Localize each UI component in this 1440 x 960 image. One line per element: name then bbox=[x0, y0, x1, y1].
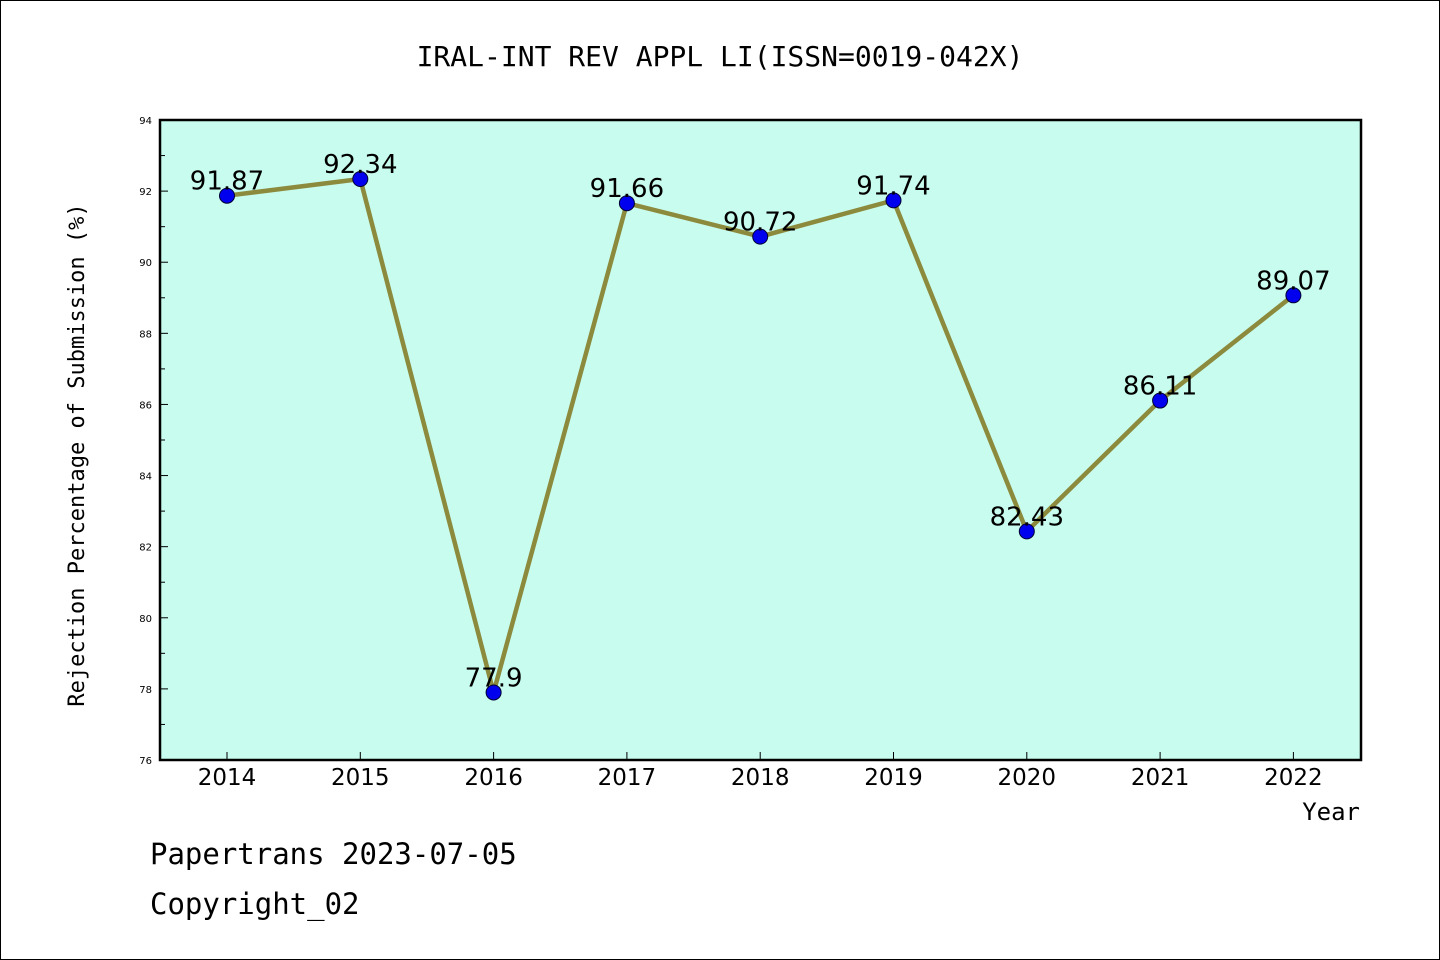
x-tick-label: 2019 bbox=[864, 765, 923, 791]
x-axis-ticks: 2014 2015 2016 2017 2018 2019 2020 2021 2022 bbox=[198, 752, 1323, 791]
x-tick-label: 2020 bbox=[998, 765, 1057, 791]
data-point bbox=[1152, 392, 1169, 409]
plot-area bbox=[160, 120, 1361, 760]
data-point bbox=[352, 171, 369, 188]
y-tick-label: 86 bbox=[139, 400, 152, 411]
series-layer: 91.87 92.34 77.9 91.66 90.72 91.74 82.43 86.11 8… bbox=[190, 150, 1331, 701]
y-tick-label: 94 bbox=[139, 116, 152, 127]
x-tick-label: 2018 bbox=[731, 765, 790, 791]
data-label: 91.66 bbox=[590, 174, 664, 204]
data-label: 82.43 bbox=[990, 502, 1064, 532]
x-axis-label: Year bbox=[1302, 798, 1360, 826]
y-tick-label: 92 bbox=[139, 187, 152, 198]
data-point bbox=[618, 195, 635, 212]
footer-copyright: Copyright_02 bbox=[150, 887, 360, 922]
plot-border bbox=[158, 118, 1363, 762]
y-tick-label: 80 bbox=[139, 614, 152, 625]
data-point bbox=[1018, 523, 1035, 540]
data-point bbox=[885, 192, 902, 209]
data-point bbox=[752, 228, 769, 245]
data-label: 92.34 bbox=[323, 150, 397, 180]
y-tick-label: 90 bbox=[139, 258, 152, 269]
data-label: 89.07 bbox=[1256, 266, 1330, 296]
chart-title: IRAL-INT REV APPL LI(ISSN=0019-042X) bbox=[417, 40, 1024, 73]
x-tick-label: 2022 bbox=[1264, 765, 1323, 791]
y-tick-label: 78 bbox=[139, 685, 152, 696]
data-label: 90.72 bbox=[723, 208, 797, 238]
y-axis-label: Rejection Percentage of Submission (%) bbox=[65, 203, 90, 706]
x-tick-label: 2017 bbox=[598, 765, 657, 791]
data-point bbox=[485, 684, 502, 701]
x-tick-label: 2021 bbox=[1131, 765, 1190, 791]
data-label: 86.11 bbox=[1123, 372, 1197, 402]
x-tick-label: 2016 bbox=[464, 765, 523, 791]
x-tick-label: 2014 bbox=[198, 765, 257, 791]
y-tick-label: 82 bbox=[139, 543, 152, 554]
y-tick-label: 84 bbox=[139, 472, 152, 483]
x-tick-label: 2015 bbox=[331, 765, 390, 791]
data-point bbox=[1285, 287, 1302, 304]
y-tick-label: 76 bbox=[139, 756, 152, 767]
data-point bbox=[219, 187, 235, 204]
data-label: 77.9 bbox=[465, 663, 523, 693]
data-label: 91.87 bbox=[190, 167, 264, 197]
data-label: 91.74 bbox=[856, 171, 930, 201]
y-tick-label: 88 bbox=[139, 329, 152, 340]
footer-date: Papertrans 2023-07-05 bbox=[150, 837, 517, 871]
